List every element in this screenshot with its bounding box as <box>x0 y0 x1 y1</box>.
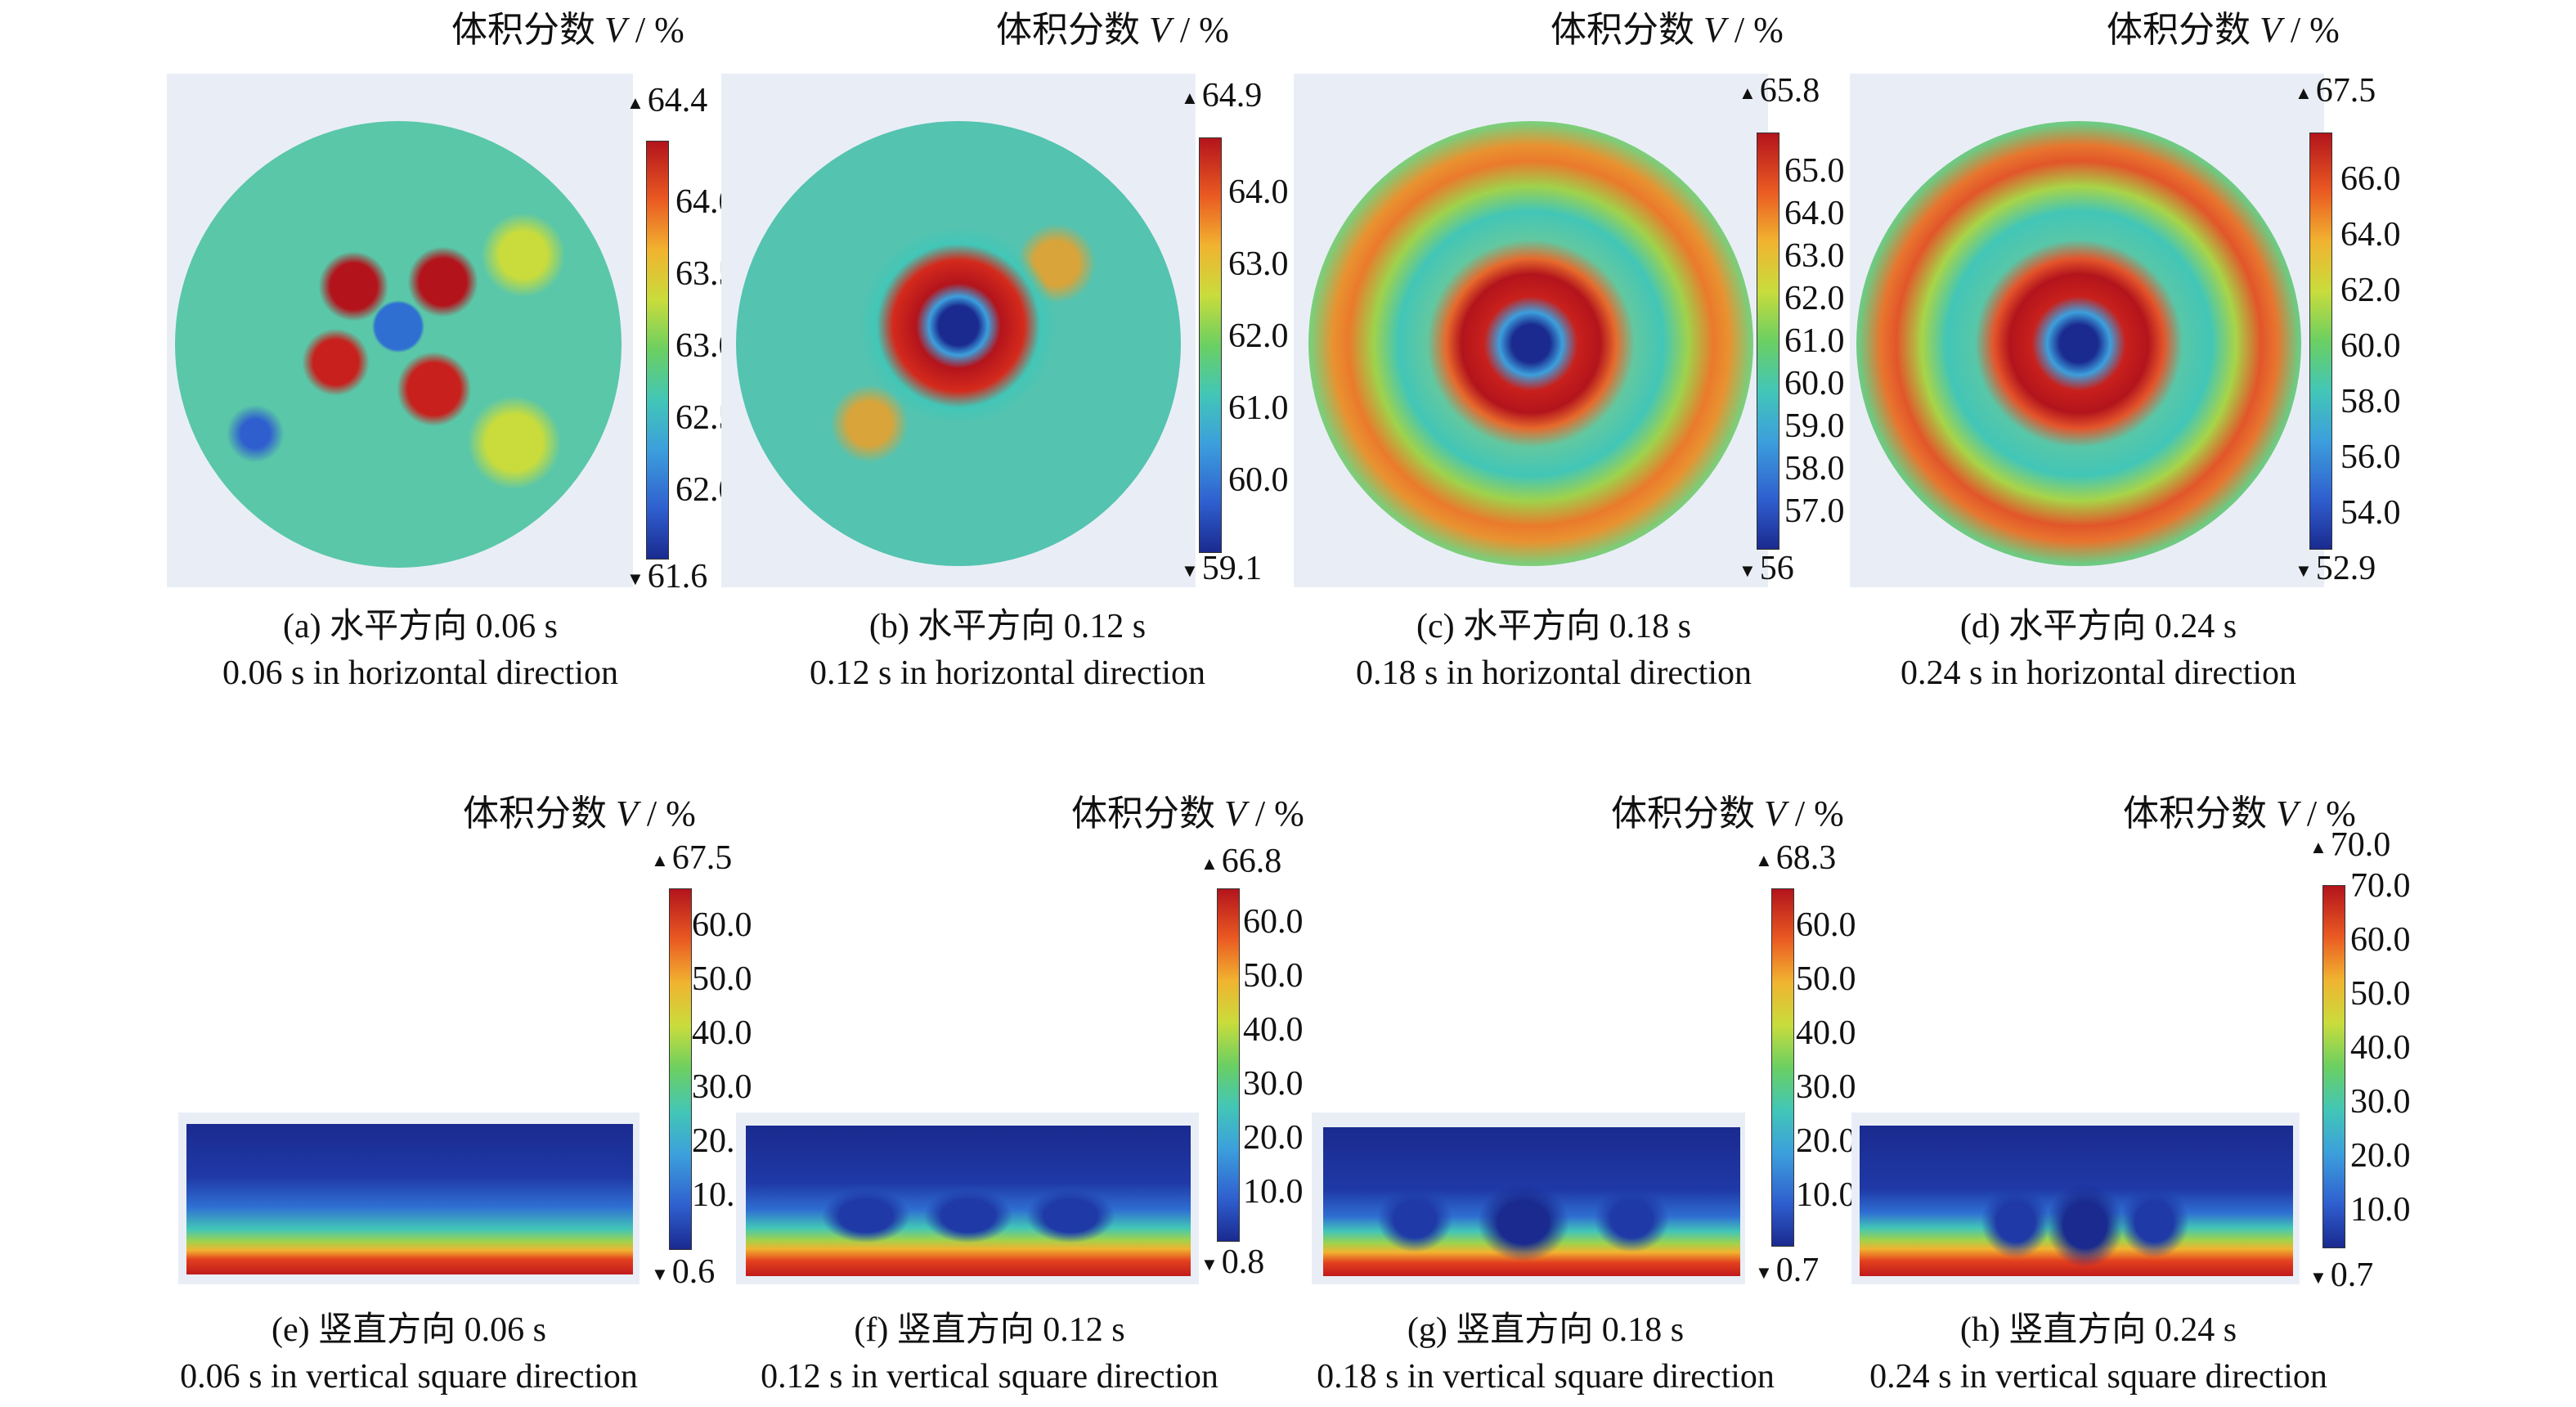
tick-b-0: 64.0 <box>1228 173 1289 211</box>
caption-f: (f) 竖直方向 0.12 s 0.12 s in vertical square… <box>761 1311 1218 1396</box>
horizontal-field-d <box>1856 121 2301 566</box>
colorbar-max-a: ▲64.4 <box>626 82 708 119</box>
caption-a: (a) 水平方向 0.06 s 0.06 s in horizontal dire… <box>222 608 619 692</box>
tick-f-2: 40.0 <box>1243 1011 1304 1049</box>
colorbar-max-h: ▲70.0 <box>2309 826 2391 864</box>
tick-f-5: 10.0 <box>1243 1173 1304 1211</box>
tick-c-0: 65.0 <box>1784 152 1845 190</box>
legend-title-d: 体积分数 V / % <box>2107 10 2340 50</box>
colorbar-min-d: ▼52.9 <box>2295 550 2376 587</box>
tick-g-3: 30.0 <box>1796 1068 1856 1106</box>
tick-b-3: 61.0 <box>1228 389 1289 427</box>
legend-title-c: 体积分数 V / % <box>1551 10 1784 50</box>
vertical-field-h <box>1860 1126 2293 1276</box>
tick-g-4: 20.0 <box>1796 1122 1856 1160</box>
colorbar-max-c: ▲65.8 <box>1739 72 1820 110</box>
tick-d-1: 64.0 <box>2340 216 2401 254</box>
tick-d-6: 54.0 <box>2340 494 2401 532</box>
colorbar-max-f: ▲66.8 <box>1200 843 1282 880</box>
legend-title-e: 体积分数 V / % <box>463 793 696 834</box>
colorbar-b <box>1199 137 1222 553</box>
colorbar-min-f: ▼0.8 <box>1200 1243 1265 1281</box>
tick-h-4: 30.0 <box>2350 1083 2411 1121</box>
colorbar-g <box>1771 888 1794 1247</box>
horizontal-field-a <box>175 121 622 568</box>
colorbar-a <box>646 141 669 560</box>
tick-d-3: 60.0 <box>2340 327 2401 365</box>
caption-h: (h) 竖直方向 0.24 s 0.24 s in vertical square… <box>1869 1311 2327 1396</box>
tick-e-1: 50.0 <box>692 960 752 998</box>
colorbar-min-c: ▼56 <box>1739 550 1794 587</box>
tick-c-2: 63.0 <box>1784 237 1845 275</box>
tick-f-4: 20.0 <box>1243 1119 1304 1157</box>
colorbar-f <box>1217 888 1240 1242</box>
caption-c: (c) 水平方向 0.18 s 0.18 s in horizontal dire… <box>1355 608 1752 692</box>
colorbar-min-e: ▼0.6 <box>651 1253 716 1291</box>
horizontal-field-b <box>736 121 1181 566</box>
vertical-field-g <box>1323 1127 1740 1276</box>
tick-e-2: 40.0 <box>692 1014 752 1052</box>
legend-title-f: 体积分数 V / % <box>1071 793 1304 834</box>
tick-f-3: 30.0 <box>1243 1065 1304 1103</box>
colorbar-h <box>2322 885 2345 1248</box>
caption-e: (e) 竖直方向 0.06 s 0.06 s in vertical square… <box>180 1311 638 1396</box>
tick-c-3: 62.0 <box>1784 280 1845 317</box>
tick-h-6: 10.0 <box>2350 1191 2411 1229</box>
colorbar-c <box>1757 133 1779 550</box>
tick-h-1: 60.0 <box>2350 921 2411 959</box>
colorbar-e <box>669 888 692 1250</box>
tick-d-2: 62.0 <box>2340 272 2401 309</box>
horizontal-field-c <box>1308 121 1753 566</box>
tick-g-1: 50.0 <box>1796 960 1856 998</box>
tick-c-8: 57.0 <box>1784 492 1845 530</box>
caption-b: (b) 水平方向 0.12 s 0.12 s in horizontal dire… <box>809 608 1206 692</box>
colorbar-d <box>2309 133 2332 550</box>
tick-b-1: 63.0 <box>1228 245 1289 283</box>
caption-g: (g) 竖直方向 0.18 s 0.18 s in vertical square… <box>1317 1311 1775 1396</box>
tick-h-5: 20.0 <box>2350 1137 2411 1175</box>
tick-d-5: 56.0 <box>2340 438 2401 476</box>
legend-title-a: 体积分数 V / % <box>451 10 684 50</box>
colorbar-min-a: ▼61.6 <box>626 558 708 596</box>
colorbar-min-h: ▼0.7 <box>2309 1256 2374 1294</box>
colorbar-max-b: ▲64.9 <box>1181 77 1263 115</box>
tick-c-4: 61.0 <box>1784 322 1845 360</box>
tick-h-2: 50.0 <box>2350 975 2411 1013</box>
tick-d-0: 66.0 <box>2340 160 2401 198</box>
caption-d: (d) 水平方向 0.24 s 0.24 s in horizontal dire… <box>1900 608 2297 692</box>
tick-e-3: 30.0 <box>692 1068 752 1106</box>
tick-c-6: 59.0 <box>1784 407 1845 445</box>
tick-h-0: 70.0 <box>2350 867 2411 905</box>
legend-title-h: 体积分数 V / % <box>2123 793 2356 834</box>
tick-g-2: 40.0 <box>1796 1014 1856 1052</box>
colorbar-max-g: ▲68.3 <box>1755 839 1837 877</box>
tick-g-0: 60.0 <box>1796 906 1856 944</box>
vertical-field-f <box>746 1126 1191 1276</box>
colorbar-max-d: ▲67.5 <box>2295 72 2376 110</box>
legend-title-b: 体积分数 V / % <box>996 10 1229 50</box>
tick-f-0: 60.0 <box>1243 903 1304 941</box>
tick-c-5: 60.0 <box>1784 365 1845 402</box>
colorbar-min-g: ▼0.7 <box>1755 1252 1820 1289</box>
tick-c-7: 58.0 <box>1784 450 1845 488</box>
tick-g-5: 10.0 <box>1796 1176 1856 1214</box>
colorbar-min-b: ▼59.1 <box>1181 550 1263 587</box>
tick-h-3: 40.0 <box>2350 1029 2411 1067</box>
legend-title-g: 体积分数 V / % <box>1611 793 1844 834</box>
tick-d-4: 58.0 <box>2340 383 2401 420</box>
tick-b-2: 62.0 <box>1228 317 1289 355</box>
vertical-field-e <box>186 1124 633 1274</box>
colorbar-max-e: ▲67.5 <box>651 839 733 877</box>
tick-e-0: 60.0 <box>692 906 752 944</box>
tick-f-1: 50.0 <box>1243 957 1304 995</box>
tick-b-4: 60.0 <box>1228 461 1289 499</box>
tick-c-1: 64.0 <box>1784 195 1845 232</box>
